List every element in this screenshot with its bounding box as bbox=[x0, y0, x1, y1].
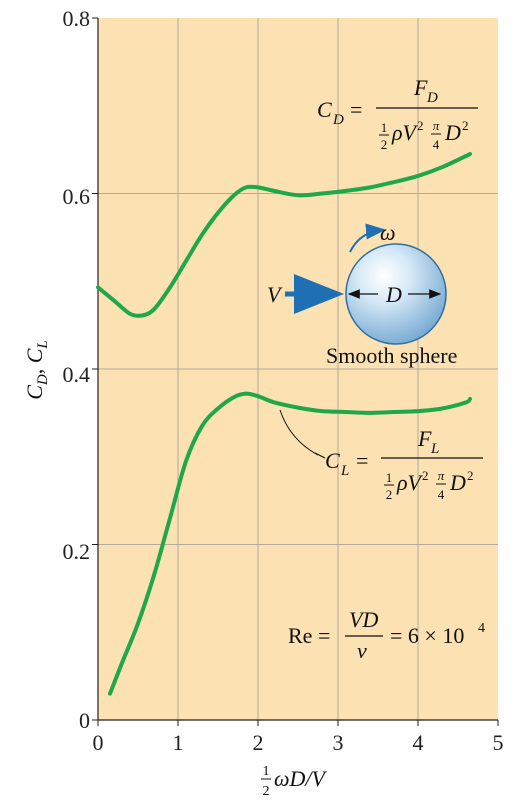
y-axis-label: CD, CL bbox=[22, 340, 51, 400]
y-tick-label-0.8: 0.8 bbox=[63, 6, 91, 31]
svg-text:2: 2 bbox=[462, 118, 469, 133]
omega-label: ω bbox=[380, 220, 396, 245]
svg-text:2: 2 bbox=[422, 468, 429, 483]
series-layer bbox=[96, 152, 472, 696]
svg-text:2: 2 bbox=[386, 487, 393, 502]
svg-text:D: D bbox=[332, 112, 344, 128]
smooth-sphere bbox=[345, 243, 447, 345]
x-tick-label-3: 3 bbox=[333, 730, 344, 755]
svg-text:D: D bbox=[449, 470, 466, 495]
x-tick-label-0: 0 bbox=[93, 730, 104, 755]
y-tick-label-0.2: 0.2 bbox=[63, 539, 91, 564]
cd-formula: C D = F D 1 2 ρV 2 π 4 D 2 bbox=[317, 75, 478, 152]
svg-text:C: C bbox=[317, 97, 332, 122]
svg-text:1: 1 bbox=[263, 764, 270, 779]
svg-text:=: = bbox=[350, 97, 362, 122]
series-line-c-l bbox=[108, 391, 472, 696]
svg-text:π: π bbox=[438, 468, 445, 483]
svg-text:4: 4 bbox=[433, 137, 440, 152]
reynolds-formula: Re = VD ν = 6 × 10 4 bbox=[288, 607, 485, 663]
x-tick-label-5: 5 bbox=[493, 730, 504, 755]
svg-text:2: 2 bbox=[417, 118, 424, 133]
svg-text:1: 1 bbox=[381, 120, 388, 135]
x-tick-label-4: 4 bbox=[413, 730, 424, 755]
svg-text:VD: VD bbox=[349, 607, 378, 632]
svg-text:2: 2 bbox=[381, 137, 388, 152]
sphere-caption: Smooth sphere bbox=[326, 343, 457, 368]
svg-text:=: = bbox=[356, 448, 368, 473]
svg-text:= 6 × 10: = 6 × 10 bbox=[390, 623, 464, 648]
svg-text:CD, CL: CD, CL bbox=[22, 340, 51, 400]
rotation-arrow bbox=[349, 223, 386, 253]
svg-text:D: D bbox=[444, 120, 461, 145]
x-tick-label-1: 1 bbox=[173, 730, 184, 755]
x-axis-label: 1 2 ωD/V bbox=[261, 764, 328, 799]
svg-text:F: F bbox=[417, 426, 432, 451]
svg-text:C: C bbox=[325, 448, 340, 473]
svg-text:D: D bbox=[426, 90, 438, 106]
diameter-label: D bbox=[385, 282, 402, 307]
svg-text:2: 2 bbox=[467, 468, 474, 483]
svg-text:ωD/V: ωD/V bbox=[274, 766, 328, 791]
svg-text:F: F bbox=[413, 75, 428, 100]
cl-formula: C L = F L 1 2 ρV 2 π 4 D 2 bbox=[279, 409, 483, 502]
svg-text:ν: ν bbox=[357, 638, 367, 663]
velocity-label: V bbox=[267, 282, 283, 307]
svg-text:1: 1 bbox=[386, 470, 393, 485]
svg-text:π: π bbox=[433, 118, 440, 133]
x-tick-label-2: 2 bbox=[253, 730, 264, 755]
tick-marks bbox=[92, 17, 499, 726]
svg-text:4: 4 bbox=[438, 487, 445, 502]
svg-text:ρV: ρV bbox=[391, 120, 419, 145]
y-tick-label-0.4: 0.4 bbox=[63, 362, 91, 387]
svg-text:Re =: Re = bbox=[288, 623, 330, 648]
sphere-diagram: ω D V Smooth sphere bbox=[267, 220, 457, 368]
svg-text:4: 4 bbox=[478, 621, 485, 636]
series-line-c-d bbox=[96, 152, 472, 318]
svg-text:2: 2 bbox=[263, 784, 270, 799]
grid-lines bbox=[98, 18, 498, 720]
y-tick-label-0.6: 0.6 bbox=[63, 184, 91, 209]
svg-text:L: L bbox=[430, 441, 439, 457]
y-tick-label-0: 0 bbox=[79, 708, 90, 733]
svg-text:ρV: ρV bbox=[396, 470, 424, 495]
svg-text:L: L bbox=[340, 463, 349, 479]
